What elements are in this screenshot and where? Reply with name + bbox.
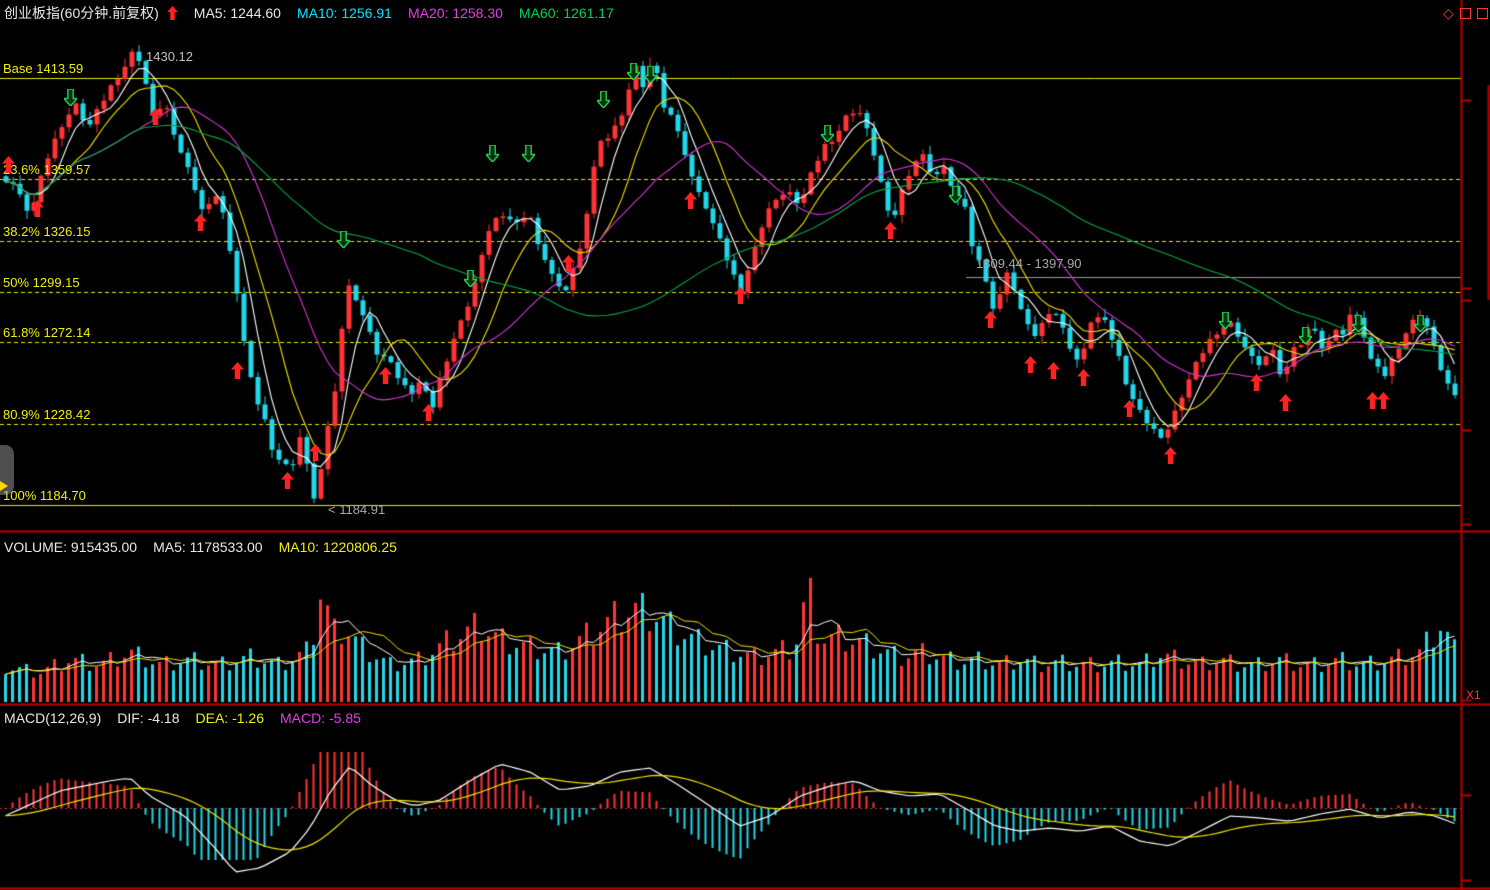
volume-header: VOLUME: 915435.00 MA5: 1178533.00 MA10: 12… [4,539,413,555]
macd-value-label: MACD: -5.85 [280,710,361,726]
fib-label-23-6: 23.6% 1359.57 [3,162,91,177]
fib-label-50: 50% 1299.15 [3,275,80,290]
header-bar: 创业板指(60分钟.前复权) MA5: 1244.60 MA10: 1256.91 M… [4,5,630,23]
range-measure-label: 1309.44 - 1397.90 [976,256,1082,271]
ma60-label: MA60: 1261.17 [518,5,614,21]
ma5-label: MA5: 1244.60 [193,5,281,21]
macd-dif-label: DIF: -4.18 [117,710,180,726]
handle-marker-icon [0,481,8,491]
ma10-label: MA10: 1256.91 [296,5,392,21]
volume-value-label: VOLUME: 915435.00 [4,539,138,555]
volume-ma5-label: MA5: 1178533.00 [153,539,263,555]
ma20-label: MA20: 1258.30 [407,5,503,21]
high-price-label: 1430.12 [146,49,193,64]
window-controls: ◇ [1443,5,1488,22]
restore-icon[interactable] [1459,8,1471,19]
fib-label-38-2: 38.2% 1326.15 [3,224,91,239]
macd-header: MACD(12,26,9) DIF: -4.18 DEA: -1.26 MACD: -… [4,710,377,726]
macd-title-label: MACD(12,26,9) [4,710,102,726]
close-icon[interactable] [1476,8,1488,19]
diamond-icon[interactable]: ◇ [1443,5,1454,21]
instrument-title: 创业板指(60分钟.前复权) [4,5,159,21]
fib-label-80-9: 80.9% 1228.42 [3,407,91,422]
volume-ma10-label: MA10: 1220806.25 [278,539,397,555]
up-arrow-icon [166,6,178,23]
low-price-label: < 1184.91 [328,502,386,517]
zoom-level-label[interactable]: X1 [1466,688,1481,702]
fib-label-100: 100% 1184.70 [3,488,86,503]
fib-label-61-8: 61.8% 1272.14 [3,325,91,340]
fib-label-base: Base 1413.59 [3,61,84,76]
macd-dea-label: DEA: -1.26 [195,710,264,726]
